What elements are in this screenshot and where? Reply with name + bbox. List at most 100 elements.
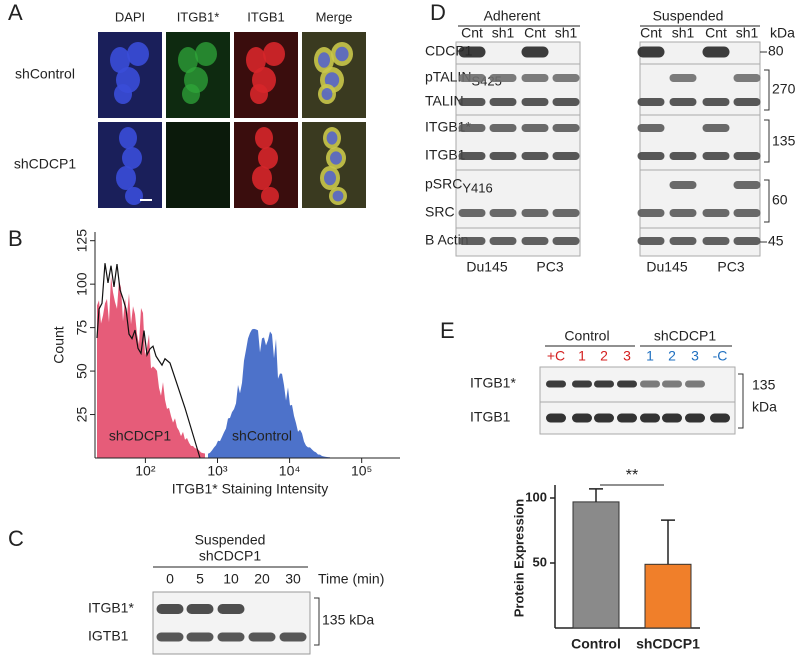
blot — [455, 63, 581, 116]
band — [669, 181, 697, 189]
blot — [639, 114, 761, 171]
lane-label: 3 — [691, 348, 699, 364]
cell — [255, 127, 273, 149]
band — [546, 380, 566, 388]
panel-label: D — [430, 0, 446, 25]
band — [662, 380, 682, 388]
cell — [182, 84, 200, 104]
column-header: Merge — [316, 9, 353, 24]
band — [552, 74, 580, 82]
lane-label: sh1 — [672, 25, 695, 41]
lane-label: Cnt — [524, 25, 546, 41]
lane-label: 20 — [254, 571, 270, 587]
size-marker: 135 — [772, 133, 796, 149]
band — [489, 74, 517, 82]
y-tick-label: 100 — [525, 489, 547, 504]
y-tick-label: 50 — [533, 554, 547, 569]
x-tick-label: shCDCP1 — [636, 636, 700, 652]
lane-label: 2 — [600, 348, 608, 364]
cell — [127, 42, 149, 66]
lane-label: sh1 — [555, 25, 578, 41]
band — [669, 152, 697, 160]
blot — [539, 401, 736, 435]
histogram-shcdcp1 — [97, 276, 205, 458]
column-header: DAPI — [115, 9, 145, 24]
y-tick-label: 100 — [74, 272, 90, 296]
row-label: ITGB1* — [88, 600, 134, 616]
band — [458, 237, 486, 245]
lane-label: sh1 — [492, 25, 515, 41]
size-marker: 80 — [768, 43, 784, 59]
band — [217, 632, 245, 642]
cell-line: PC3 — [536, 259, 563, 275]
band — [733, 152, 761, 160]
axis-title: Count — [51, 326, 67, 363]
nucleus — [330, 151, 342, 165]
band — [248, 632, 276, 642]
band — [489, 237, 517, 245]
cell — [246, 47, 266, 73]
band — [521, 124, 549, 132]
nucleus — [324, 72, 340, 88]
band — [521, 46, 549, 58]
bracket — [314, 597, 320, 646]
size-marker: kDa — [752, 399, 777, 415]
band — [458, 46, 486, 58]
size-marker: 270 — [772, 81, 796, 97]
cell — [178, 47, 198, 73]
cell — [122, 147, 142, 169]
band — [458, 152, 486, 160]
bar — [644, 563, 692, 629]
panel-label: A — [8, 0, 23, 25]
band — [546, 413, 566, 423]
nucleus — [324, 170, 336, 186]
blot — [539, 366, 736, 403]
panel-label: B — [8, 226, 23, 251]
band — [458, 124, 486, 132]
blot — [455, 114, 581, 171]
y-tick-label: 25 — [74, 407, 90, 423]
bar — [572, 501, 620, 629]
group-header: shCDCP1 — [654, 328, 716, 344]
row-label: ITGB1* — [470, 375, 516, 391]
nucleus — [321, 88, 333, 100]
cell — [114, 84, 132, 104]
lane-label: Cnt — [705, 25, 727, 41]
blot — [639, 63, 761, 116]
cell-line: Du145 — [466, 259, 507, 275]
band — [156, 632, 184, 642]
lane-label: 1 — [578, 348, 586, 364]
nucleus — [326, 131, 338, 145]
band — [186, 632, 214, 642]
band — [521, 237, 549, 245]
lane-label: sh1 — [736, 25, 759, 41]
band — [702, 152, 730, 160]
band — [521, 98, 549, 106]
axis-title: ITGB1* Staining Intensity — [172, 481, 328, 497]
cell — [250, 84, 268, 104]
band — [521, 152, 549, 160]
cell — [261, 187, 279, 205]
band — [489, 98, 517, 106]
micrograph — [166, 122, 230, 208]
bracket — [764, 179, 770, 223]
band — [637, 124, 665, 132]
band — [702, 98, 730, 106]
band — [552, 98, 580, 106]
header: Suspended — [195, 532, 266, 548]
band — [637, 152, 665, 160]
significance: ** — [626, 467, 638, 484]
band — [669, 98, 697, 106]
row-label: SRC — [425, 204, 455, 220]
column-header: ITGB1* — [177, 9, 220, 24]
size-marker: 135 — [752, 377, 776, 393]
cell — [252, 166, 272, 190]
band — [617, 413, 637, 423]
lane-label: 3 — [623, 348, 631, 364]
band — [637, 98, 665, 106]
row-label: TALIN — [425, 93, 464, 109]
band — [552, 209, 580, 217]
histogram-outline — [96, 263, 201, 459]
x-tick-label: Control — [571, 636, 621, 652]
